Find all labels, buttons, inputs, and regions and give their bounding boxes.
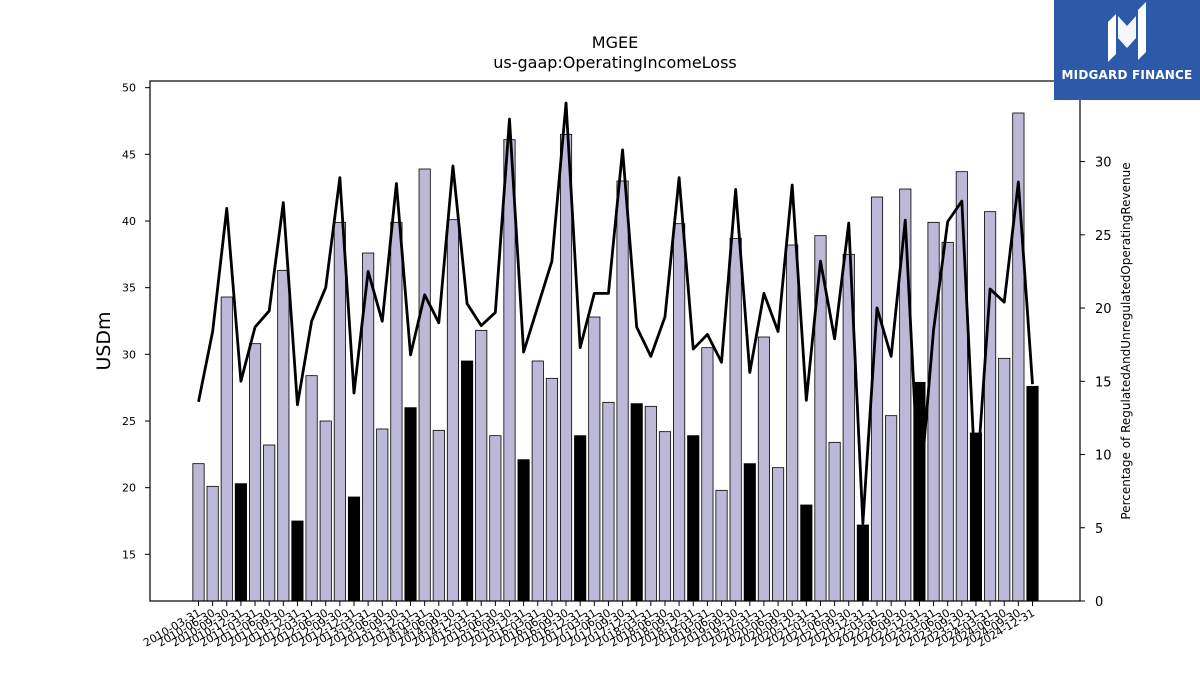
bar [545,377,558,602]
chart-title: MGEE [592,33,638,52]
bar [559,133,573,602]
bar [701,347,714,602]
logo-text: MIDGARD FINANCE [1061,68,1193,82]
bar [418,168,431,602]
logo-mark-icon [1108,2,1146,62]
bar [743,463,756,602]
bar [531,360,544,602]
bar [998,357,1011,602]
bar [856,524,869,602]
y-axis-label: USDm [93,311,115,370]
bar [475,329,488,602]
bar [772,467,785,602]
bar [319,420,332,602]
bar [305,375,318,602]
y-tick-label: 50 [122,82,136,95]
bar [503,139,516,602]
y-tick-label: 35 [122,282,136,295]
bar [870,196,884,602]
bar [616,180,629,602]
y2-tick-label: 15 [1095,375,1112,390]
bar [941,241,954,602]
bar [461,360,474,602]
bar [673,223,686,602]
bar [588,316,601,602]
bar [390,221,403,602]
y-tick-label: 15 [122,548,136,561]
y2-tick-label: 10 [1095,449,1112,464]
bar [404,407,417,602]
y-tick-label: 25 [122,415,136,428]
chart-subtitle: us-gaap:OperatingIncomeLoss [493,53,737,72]
bar [630,403,643,602]
y2-tick-label: 0 [1095,595,1103,610]
y-tick-label: 40 [122,215,136,228]
bars-layer [192,112,1039,602]
bar [969,432,983,602]
bar [376,428,389,602]
bar [602,401,615,602]
bar [687,435,700,602]
bar [786,244,799,602]
bar [489,435,502,602]
bar [333,221,346,602]
bar [206,485,219,602]
bar [517,459,530,602]
bar [644,405,657,602]
y-tick-label: 45 [122,148,136,161]
bar [248,343,262,602]
bar [446,219,460,602]
bar [347,496,361,602]
y2-tick-label: 25 [1095,229,1112,244]
bar [234,483,247,602]
bar [984,211,997,602]
bar [192,463,205,602]
bar [291,520,304,602]
bar [828,441,841,602]
bar [277,269,290,602]
bar [220,296,233,602]
y2-tick-label: 20 [1095,302,1112,317]
bar [263,444,276,602]
bar [658,431,672,602]
bar [574,435,587,602]
bar [729,237,742,602]
bar [955,171,968,602]
bar [927,221,940,602]
y-tick-label: 20 [122,482,136,495]
midgard-finance-logo: MIDGARD FINANCE [1054,0,1200,100]
bar [800,504,813,602]
bar [1026,385,1039,602]
percentage-line [197,101,1034,525]
y2-tick-label: 5 [1095,522,1103,537]
y2-tick-label: 30 [1095,156,1112,171]
plot-frame [149,80,1081,602]
y2-axis-label: Percentage of RegulatedAndUnregulatedOpe… [1119,162,1133,519]
bar [885,415,898,602]
bar [757,336,770,602]
line-layer [197,101,1034,525]
bar [432,429,445,602]
y-tick-label: 30 [122,348,136,361]
bar [715,489,728,602]
